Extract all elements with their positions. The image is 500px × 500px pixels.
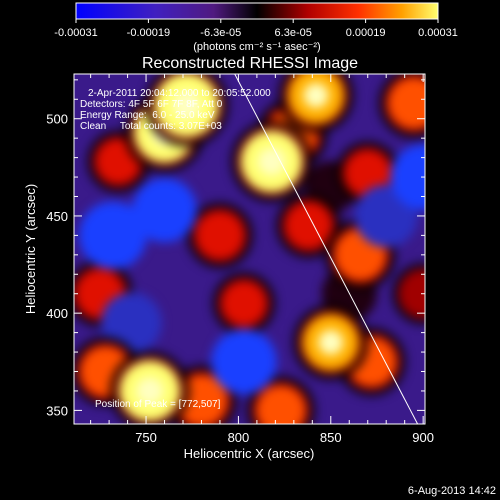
colorbar-tick-label: -0.00019 [127,27,170,39]
footer-timestamp: 6-Aug-2013 14:42 [408,485,496,497]
positive-source [402,272,425,315]
positive-source [285,202,332,249]
colorbar-ticks: -0.00031 -0.00019 -6.3e-05 6.3e-05 0.00019 0.… [54,19,458,39]
annotation-line: Detectors: 4F 5F 6F 7F 8F, Att 0 [80,99,223,110]
negative-source [78,201,147,270]
colorbar-unit-label: (photons cm⁻² s⁻¹ asec⁻²) [193,41,320,53]
negative-source [390,144,425,210]
chart-title: Reconstructed RHESSI Image [142,55,358,72]
negative-source [100,292,162,354]
y-tick-label: 350 [46,403,68,418]
colorbar-tick-label: 0.00019 [346,27,386,39]
y-tick-label: 400 [46,306,68,321]
positive-source [196,212,244,259]
source-core [303,82,329,108]
y-axis-label: Heliocentric Y (arcsec) [23,184,38,314]
colorbar-tick-label: 6.3e-05 [275,27,312,39]
x-tick-label: 800 [228,430,250,445]
annotation-line: Energy Range: 6.0 - 25.0 keV [80,110,215,121]
x-axis: 750 800 850 900 [90,74,434,445]
x-tick-label: 750 [135,430,157,445]
x-axis-label: Heliocentric X (arcsec) [184,446,315,461]
colorbar-tick-label: -0.00031 [54,27,97,39]
source-core [136,377,164,405]
source-core [318,329,344,355]
solar-limb-line [234,73,419,425]
y-tick-label: 450 [46,209,68,224]
positive-source [388,77,425,129]
negative-source [211,329,277,395]
x-tick-label: 850 [320,430,342,445]
annotation-group: 2-Apr-2011 20:04:12.000 to 20:05:52.000D… [80,88,271,410]
positive-source [222,281,266,325]
source-core [172,90,202,120]
x-tick-label: 900 [412,430,434,445]
source-core [257,147,286,176]
positive-source [256,385,306,424]
positive-source [345,151,390,196]
annotation-line: Clean Total counts: 3.07E+03 [80,121,222,132]
colorbar-tick-label: -6.3e-05 [200,27,241,39]
y-tick-label: 500 [46,112,68,127]
peak-position-annotation: Position of Peak = [772,507] [95,399,221,410]
plot-frame [73,73,426,425]
y-axis: 350 400 450 500 [46,79,425,418]
colorbar [75,2,439,20]
heatmap-sources [74,74,425,424]
colorbar-tick-label: 0.00031 [418,27,458,39]
negative-source [132,177,197,243]
annotation-line: 2-Apr-2011 20:04:12.000 to 20:05:52.000 [88,88,271,99]
